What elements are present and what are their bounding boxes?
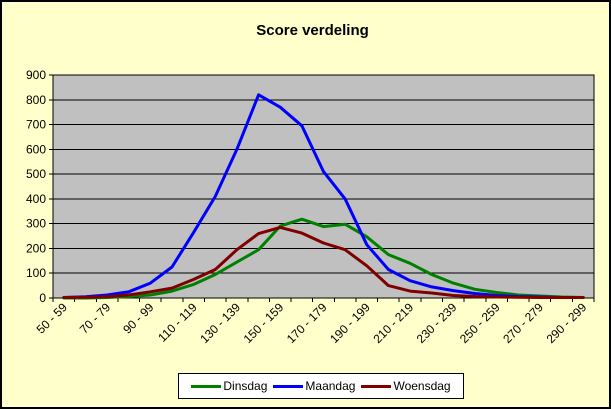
legend-line-swatch-maandag bbox=[273, 384, 304, 388]
plot-area bbox=[52, 74, 595, 299]
y-axis-tick-label: 500 bbox=[26, 167, 46, 181]
y-axis-tick-label: 800 bbox=[26, 93, 46, 107]
legend-item-woensdag: Woensdag bbox=[361, 379, 451, 393]
x-axis-tick-label: 90 - 99 bbox=[120, 300, 157, 337]
legend-label-maandag: Maandag bbox=[305, 379, 356, 393]
legend-item-dinsdag: Dinsdag bbox=[191, 379, 267, 393]
legend-line-swatch-woensdag bbox=[361, 384, 392, 388]
legend-label-dinsdag: Dinsdag bbox=[223, 379, 268, 393]
x-axis-tick-label: 250 - 259 bbox=[457, 300, 503, 346]
x-axis-tick-label: 50 - 59 bbox=[34, 300, 71, 337]
x-axis-tick-label: 130 - 139 bbox=[197, 300, 243, 346]
chart-legend: Dinsdag Maandag Woensdag bbox=[178, 373, 464, 399]
y-axis-tick-label: 600 bbox=[26, 142, 46, 156]
x-axis-tick-label: 150 - 159 bbox=[241, 300, 287, 346]
x-axis-tick-label: 70 - 79 bbox=[77, 300, 114, 337]
series-line-woensdag bbox=[62, 225, 585, 299]
chart-title: Score verdeling bbox=[256, 22, 369, 39]
y-axis-tick-label: 100 bbox=[26, 266, 46, 280]
x-axis-tick-label: 230 - 239 bbox=[414, 300, 460, 346]
y-axis-tick-label: 700 bbox=[26, 118, 46, 132]
x-axis-tick-label: 170 - 179 bbox=[284, 300, 330, 346]
legend-line-swatch-dinsdag bbox=[191, 384, 222, 388]
x-axis-tick-label: 190 - 199 bbox=[327, 300, 373, 346]
legend-label-woensdag: Woensdag bbox=[393, 379, 451, 393]
x-axis-tick-label: 210 - 219 bbox=[370, 300, 416, 346]
x-axis-tick-label: 110 - 119 bbox=[155, 300, 200, 345]
legend-item-maandag: Maandag bbox=[273, 379, 355, 393]
y-axis-tick-label: 400 bbox=[26, 192, 46, 206]
y-axis-tick-label: 200 bbox=[26, 241, 46, 255]
y-axis-tick-label: 0 bbox=[39, 291, 46, 305]
y-axis-tick-label: 900 bbox=[26, 68, 46, 82]
y-axis-tick-label: 300 bbox=[26, 217, 46, 231]
series-line-dinsdag bbox=[62, 217, 585, 300]
x-axis-tick-label: 270 - 279 bbox=[500, 300, 546, 346]
x-axis-tick-label: 290 - 299 bbox=[544, 300, 590, 346]
